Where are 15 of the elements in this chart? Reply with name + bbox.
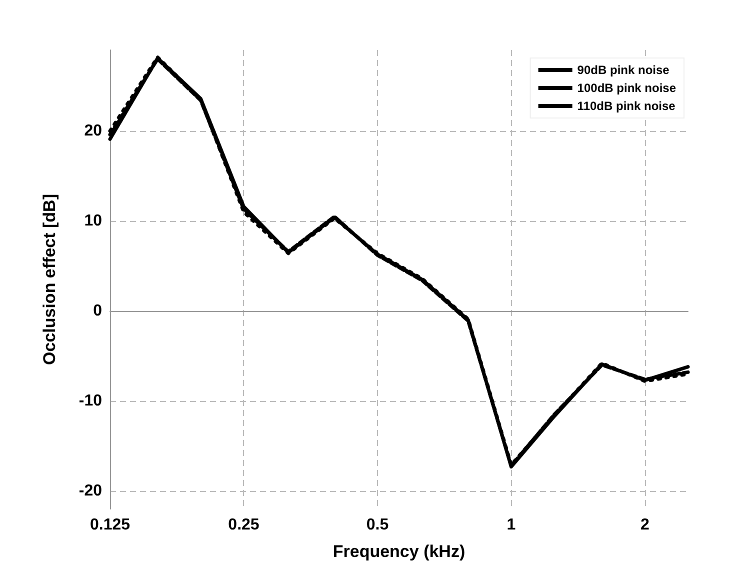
y-tick-label: 10 [84,212,102,230]
y-axis-title: Occlusion effect [dB] [40,194,59,365]
x-tick-label: 1 [506,516,516,534]
y-tick-label: -10 [78,392,102,410]
x-axis-title: Frequency (kHz) [332,542,466,561]
x-tick-label: 0.25 [228,516,260,534]
legend-label: 110dB pink noise [577,99,676,113]
y-tick-label: 0 [93,302,102,320]
x-tick-label: 2 [640,516,650,534]
y-tick-label: 20 [84,122,102,140]
x-tick-label: 0.125 [90,516,130,534]
x-tick-label: 0.5 [366,516,389,534]
y-tick-label: -20 [78,482,102,500]
legend-label: 100dB pink noise [577,81,676,95]
legend-label: 90dB pink noise [577,63,670,77]
